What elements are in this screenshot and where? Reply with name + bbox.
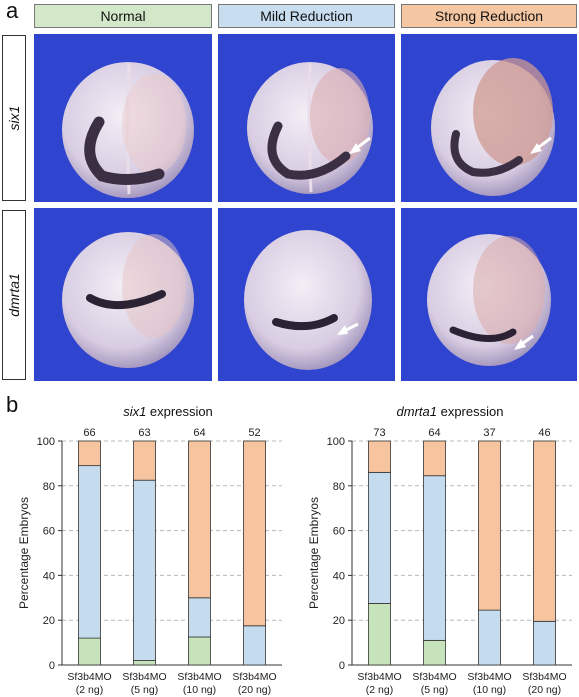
chart-title-six1-gene: six1 <box>123 404 147 419</box>
chart-title-six1: six1 expression <box>48 404 288 419</box>
bar-segment-normal <box>133 660 156 666</box>
bar-count-label: 63 <box>138 427 150 439</box>
embryo-photo-dmrta1-mild <box>218 208 395 381</box>
bar-segment-mild <box>78 465 101 639</box>
bar-segment-strong <box>368 440 391 473</box>
column-header-mild-reduction: Mild Reduction <box>218 4 395 28</box>
bar-segment-normal <box>188 636 211 666</box>
y-tick-label: 20 <box>43 615 55 627</box>
bar-segment-mild <box>533 620 556 666</box>
bar-segment-normal <box>368 602 391 666</box>
bar-count-label: 37 <box>483 427 495 439</box>
embryo-photo-six1-mild <box>218 34 395 202</box>
x-category-sublabel: (10 ng) <box>183 684 216 696</box>
embryo-photo-dmrta1-strong <box>401 208 577 381</box>
x-category-sublabel: (2 ng) <box>366 684 393 696</box>
x-category-label: Sf3b4MO <box>177 671 221 683</box>
bar-count-label: 73 <box>373 427 385 439</box>
embryo-photo-six1-strong <box>401 34 577 202</box>
y-tick-label: 60 <box>43 526 55 538</box>
x-category-sublabel: (20 ng) <box>528 684 561 696</box>
column-header-normal: Normal <box>34 4 212 28</box>
x-category-sublabel: (5 ng) <box>421 684 448 696</box>
x-category-label: Sf3b4MO <box>357 671 401 683</box>
bar-count-label: 64 <box>193 427 205 439</box>
embryo-photo-dmrta1-normal <box>34 208 212 381</box>
x-category-sublabel: (10 ng) <box>473 684 506 696</box>
y-tick-label: 80 <box>333 481 345 493</box>
x-category-sublabel: (20 ng) <box>238 684 271 696</box>
row-label-dmrta1-text: dmrta1 <box>6 273 22 317</box>
x-category-label: Sf3b4MO <box>67 671 111 683</box>
y-axis-label: Percentage Embryos <box>17 497 31 609</box>
x-category-label: Sf3b4MO <box>412 671 456 683</box>
bar-segment-mild <box>133 479 156 661</box>
y-tick-label: 100 <box>327 436 345 448</box>
y-tick-label: 40 <box>43 570 55 582</box>
bar-segment-normal <box>78 637 101 666</box>
bar-segment-strong <box>533 440 556 622</box>
x-category-label: Sf3b4MO <box>522 671 566 683</box>
y-tick-label: 80 <box>43 481 55 493</box>
chart-title-six1-suffix: expression <box>146 404 213 419</box>
bar-segment-normal <box>423 639 446 666</box>
bar-segment-strong <box>423 440 446 477</box>
bar-segment-strong <box>188 440 211 599</box>
row-label-six1-text: six1 <box>6 105 22 131</box>
y-tick-label: 60 <box>333 526 345 538</box>
y-tick-label: 40 <box>333 570 345 582</box>
bar-segment-strong <box>243 440 266 627</box>
row-label-six1: six1 <box>2 35 26 201</box>
panel-a-letter: a <box>6 0 19 23</box>
bar-segment-strong <box>133 440 156 481</box>
bar-segment-mild <box>243 625 266 666</box>
column-header-strong-reduction: Strong Reduction <box>401 4 577 28</box>
x-category-sublabel: (5 ng) <box>131 684 158 696</box>
x-category-label: Sf3b4MO <box>467 671 511 683</box>
y-tick-label: 0 <box>339 660 345 672</box>
x-category-label: Sf3b4MO <box>232 671 276 683</box>
chart-title-dmrta1: dmrta1 expression <box>330 404 570 419</box>
bar-segment-mild <box>478 609 501 666</box>
bar-segment-strong <box>78 440 101 467</box>
panel-b-letter: b <box>6 392 19 417</box>
y-axis-label: Percentage Embryos <box>307 497 321 609</box>
bar-segment-mild <box>423 475 446 641</box>
x-category-label: Sf3b4MO <box>122 671 166 683</box>
embryo-photo-six1-normal <box>34 34 212 202</box>
row-label-dmrta1: dmrta1 <box>2 210 26 380</box>
chart-title-dmrta1-gene: dmrta1 <box>396 404 437 419</box>
bar-count-label: 64 <box>428 427 440 439</box>
bar-count-label: 66 <box>83 427 95 439</box>
bar-segment-strong <box>478 440 501 611</box>
bar-segment-mild <box>188 597 211 638</box>
bar-count-label: 52 <box>248 427 260 439</box>
y-tick-label: 20 <box>333 615 345 627</box>
y-tick-label: 0 <box>49 660 55 672</box>
chart-title-dmrta1-suffix: expression <box>436 404 504 419</box>
y-tick-label: 100 <box>37 436 55 448</box>
bar-segment-mild <box>368 471 391 604</box>
bar-count-label: 46 <box>538 427 550 439</box>
x-category-sublabel: (2 ng) <box>76 684 103 696</box>
